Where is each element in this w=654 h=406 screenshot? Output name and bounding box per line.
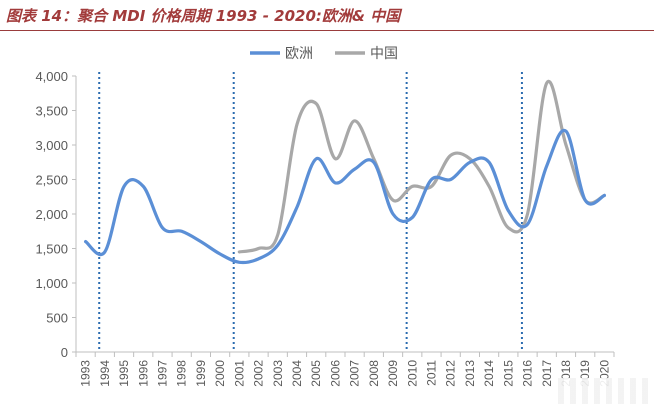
- y-tick-label: 2,000: [35, 207, 68, 222]
- x-tick-label: 1998: [175, 360, 189, 387]
- x-tick-label: 2004: [290, 360, 304, 387]
- x-tick-label: 2006: [328, 360, 342, 387]
- chart-title: 图表 14：聚合 MDI 价格周期 1993 - 2020:欧洲& 中国: [6, 7, 401, 25]
- y-tick-label: 500: [46, 311, 68, 326]
- legend-label-china: 中国: [370, 46, 398, 62]
- x-tick-label: 2005: [309, 360, 323, 387]
- series-line-china: [237, 79, 606, 254]
- y-tick-label: 3,000: [35, 138, 68, 153]
- x-tick-label: 1993: [79, 360, 93, 387]
- x-tick-label: 2011: [424, 360, 438, 386]
- y-tick-label: 4,000: [35, 69, 68, 84]
- title-bar: 图表 14：聚合 MDI 价格周期 1993 - 2020:欧洲& 中国: [0, 0, 654, 31]
- y-tick-label: 2,500: [35, 173, 68, 188]
- series-line-europe: [84, 128, 606, 265]
- x-tick-label: 2016: [521, 360, 535, 387]
- x-tick-label: 1995: [117, 360, 131, 387]
- y-tick-label: 3,500: [35, 104, 68, 119]
- x-tick-label: 1999: [194, 360, 208, 387]
- x-tick-label: 2000: [213, 360, 227, 387]
- x-tick-label: 2008: [367, 360, 381, 387]
- x-tick-label: 2003: [271, 360, 285, 387]
- legend-label-europe: 欧洲: [285, 46, 313, 62]
- x-tick-label: 2001: [232, 360, 246, 387]
- x-tick-label: 2002: [252, 360, 266, 387]
- x-tick-label: 2017: [540, 360, 554, 387]
- y-tick-label: 1,000: [35, 276, 68, 291]
- x-tick-label: 2014: [482, 360, 496, 387]
- x-tick-label: 2010: [405, 360, 419, 387]
- y-tick-label: 0: [61, 345, 68, 360]
- y-tick-label: 1,500: [35, 242, 68, 257]
- x-tick-label: 1997: [155, 360, 169, 387]
- x-tick-label: 1994: [98, 360, 112, 387]
- x-tick-label: 2009: [386, 360, 400, 387]
- x-tick-label: 1996: [136, 360, 150, 387]
- x-tick-label: 2012: [444, 360, 458, 387]
- watermark: [558, 378, 650, 404]
- x-tick-label: 2013: [463, 360, 477, 387]
- x-tick-label: 2007: [348, 360, 362, 387]
- x-tick-label: 2015: [501, 360, 515, 387]
